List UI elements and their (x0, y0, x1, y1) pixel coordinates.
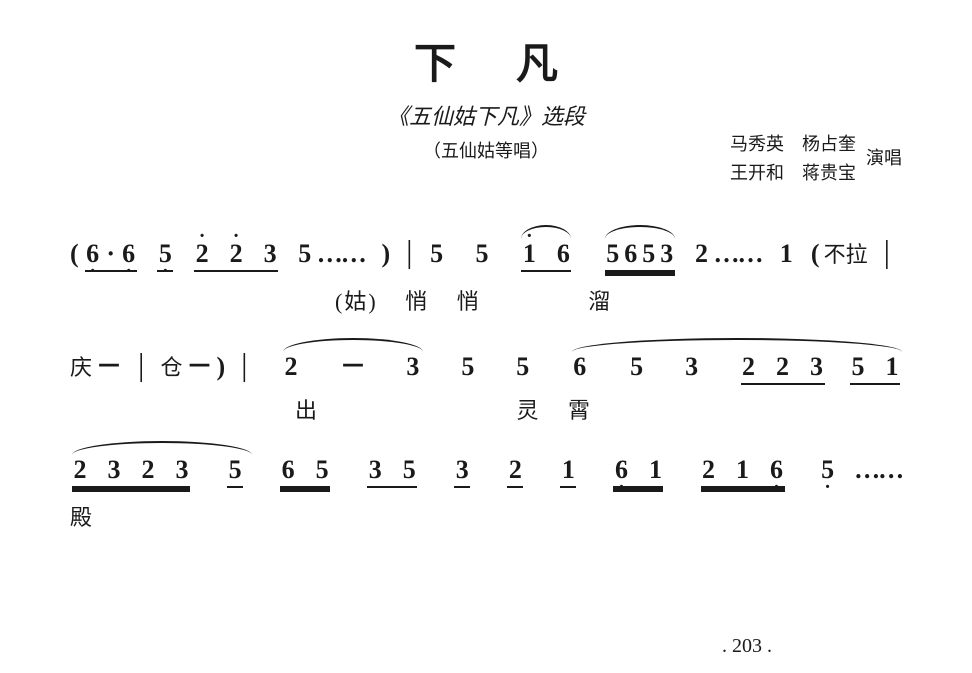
lyrics-line-1: (姑) 悄 悄 溜 (70, 284, 902, 316)
text: 仓 (160, 350, 182, 382)
paren-open: ( (811, 239, 820, 269)
note: 5 (297, 239, 313, 269)
note: 2 (507, 455, 523, 485)
note: 3 (454, 455, 470, 485)
note: 5 (641, 239, 657, 269)
barline: | (406, 233, 412, 270)
note: 2 (741, 352, 757, 382)
dots: …… (713, 239, 761, 269)
dash: － (186, 346, 212, 383)
note: 3 (684, 352, 700, 382)
lyric: 悄 (405, 284, 429, 316)
note: 3 (405, 352, 421, 382)
note: 5 (314, 455, 330, 485)
note: 5 (157, 239, 173, 269)
note: 5 (629, 352, 645, 382)
note: 6 (280, 455, 296, 485)
note: 1 (560, 455, 576, 485)
credits-block: 马秀英 杨占奎 王开和 蒋贵宝 演唱 (730, 130, 902, 188)
note: 2 (283, 352, 299, 382)
title: 下凡 (70, 30, 902, 91)
note: 3 (367, 455, 383, 485)
note: 5 (850, 352, 866, 382)
lyrics-line-3: 殿 (70, 500, 902, 532)
subtitle: 《五仙姑下凡》选段 (70, 99, 902, 131)
note: 1 (735, 455, 751, 485)
note: 5 (820, 455, 836, 485)
note: 3 (262, 239, 278, 269)
note: 2 (140, 455, 156, 485)
lyric: (姑) (335, 284, 378, 316)
note: 5 (429, 239, 445, 269)
note: 6 (613, 455, 629, 485)
note: 5 (401, 455, 417, 485)
note: 1 (884, 352, 900, 382)
text: 庆 (70, 350, 92, 382)
note: 5 (227, 455, 243, 485)
credit-role: 演唱 (866, 144, 902, 173)
note: 2 (701, 455, 717, 485)
lyric: 溜 (588, 284, 612, 316)
lyric: 出 (295, 393, 319, 425)
paren-close: ) (216, 352, 225, 382)
credit-line-2: 王开和 蒋贵宝 (730, 159, 856, 188)
score-line-3: 2 3 2 3 5 6 5 3 5 (70, 455, 902, 492)
barline: | (884, 233, 890, 270)
lyric: 殿 (70, 500, 94, 532)
paren-close: ) (381, 239, 390, 269)
note: 6 (121, 239, 137, 269)
lyric: 灵 (517, 393, 541, 425)
note: 5 (460, 352, 476, 382)
note: 3 (659, 239, 675, 269)
dots: …… (317, 239, 365, 269)
note: 2 (775, 352, 791, 382)
note: 6 (555, 239, 571, 269)
barline: | (241, 346, 247, 383)
note: 2 (693, 239, 709, 269)
dash: － (96, 346, 122, 383)
note: 1 (778, 239, 794, 269)
lyrics-line-2: 出 灵 霄 (70, 393, 902, 425)
lyric: 霄 (568, 393, 592, 425)
score: ( 6 · 6 5 2 2 3 5 …… ) | 5 5 (70, 233, 902, 532)
note: 5 (515, 352, 531, 382)
note: 6 (572, 352, 588, 382)
note: 3 (174, 455, 190, 485)
note: 6 (623, 239, 639, 269)
score-line-1: ( 6 · 6 5 2 2 3 5 …… ) | 5 5 (70, 233, 902, 276)
note: 3 (106, 455, 122, 485)
note: 5 (474, 239, 490, 269)
score-line-2: 庆 － | 仓 － ) | 2 － 3 5 5 6 5 3 2 (70, 346, 902, 385)
note: 5 (605, 239, 621, 269)
dots: …… (854, 455, 902, 485)
note: 6 (85, 239, 101, 269)
note: 3 (809, 352, 825, 382)
paren-open: ( (70, 239, 79, 269)
note: 2 (228, 239, 244, 269)
text: 不拉 (824, 237, 868, 269)
lyric: 悄 (457, 284, 481, 316)
page-number: . 203 . (722, 635, 772, 658)
credit-line-1: 马秀英 杨占奎 (730, 130, 856, 159)
note: 2 (72, 455, 88, 485)
note: 6 (769, 455, 785, 485)
barline: | (138, 346, 144, 383)
note: 1 (647, 455, 663, 485)
note: 1 (521, 239, 537, 269)
note: 2 (194, 239, 210, 269)
